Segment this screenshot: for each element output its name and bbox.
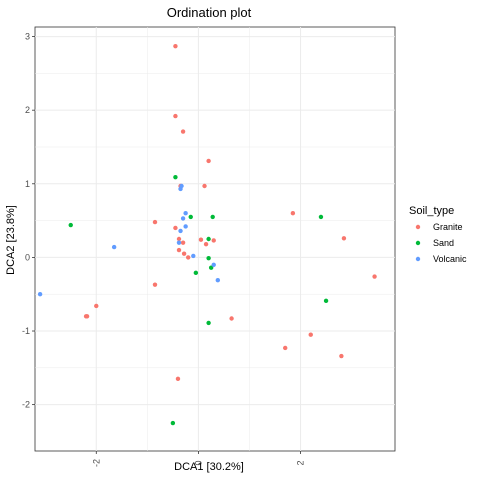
point-sand [206,320,211,326]
point-volcanic [183,211,188,216]
legend-key-volcanic [415,256,421,262]
point-granite [173,43,178,49]
point-granite [180,240,186,245]
x-axis-label: DCA1 [30.2%] [174,461,244,473]
chart-title: Ordination plot [167,5,252,20]
legend-key-granite [415,224,421,230]
point-sand [210,214,215,220]
x-tick-label: 0 [193,460,203,465]
legend-label-volcanic: Volcanic [433,254,467,264]
axis-ticks: -2 0 2 -2 -1 0 1 2 3 [22,32,306,467]
point-sand [170,420,176,426]
point-sand [206,255,211,261]
y-tick-label: 2 [25,105,30,115]
point-granite [181,251,187,256]
point-granite [229,316,234,321]
point-volcanic [180,216,186,221]
point-granite [211,238,216,243]
point-granite [84,314,90,319]
point-volcanic [37,292,43,297]
point-granite [290,211,296,216]
point-granite [308,332,313,337]
x-tick-label: 2 [296,460,306,465]
legend: Soil_type Granite Sand Volcanic [409,205,467,264]
legend-label-sand: Sand [433,238,454,248]
point-sand [68,222,73,228]
point-granite [198,237,204,242]
point-granite [206,158,211,164]
point-volcanic [215,278,221,283]
point-volcanic [178,228,183,234]
data-points [37,43,377,426]
point-volcanic [211,262,216,267]
point-volcanic [179,183,184,189]
point-granite [94,303,99,309]
x-tick-label: -2 [91,459,101,467]
point-sand [193,270,199,276]
point-granite [176,236,182,242]
point-sand [208,265,214,270]
legend-label-granite: Granite [433,222,463,232]
point-granite [372,274,377,279]
y-axis-label: DCA2 [23.8%] [5,205,17,275]
y-tick-label: 1 [25,179,30,189]
point-sand [323,298,329,304]
point-sand [318,214,324,220]
y-tick-label: -2 [22,400,30,410]
grid-lines [35,27,395,451]
point-granite [185,255,191,260]
point-granite [175,376,181,382]
point-sand [173,174,178,180]
point-granite [203,241,209,247]
point-sand [206,236,211,242]
point-granite [339,353,344,359]
point-granite [341,236,347,241]
legend-title: Soil_type [409,205,454,217]
point-volcanic [191,253,196,259]
point-granite [173,113,178,119]
point-granite [180,129,186,134]
point-volcanic [176,240,182,245]
y-tick-label: 3 [25,32,30,42]
point-granite [173,225,178,231]
legend-key-sand [415,240,421,246]
point-granite [283,345,288,351]
point-granite [176,247,182,253]
point-volcanic [183,224,188,229]
point-granite [152,282,158,287]
point-volcanic [111,244,117,250]
point-granite [152,219,158,225]
point-granite [202,183,207,189]
y-tick-label: -1 [22,326,30,336]
point-sand [188,214,193,220]
y-tick-label: 0 [25,252,30,262]
